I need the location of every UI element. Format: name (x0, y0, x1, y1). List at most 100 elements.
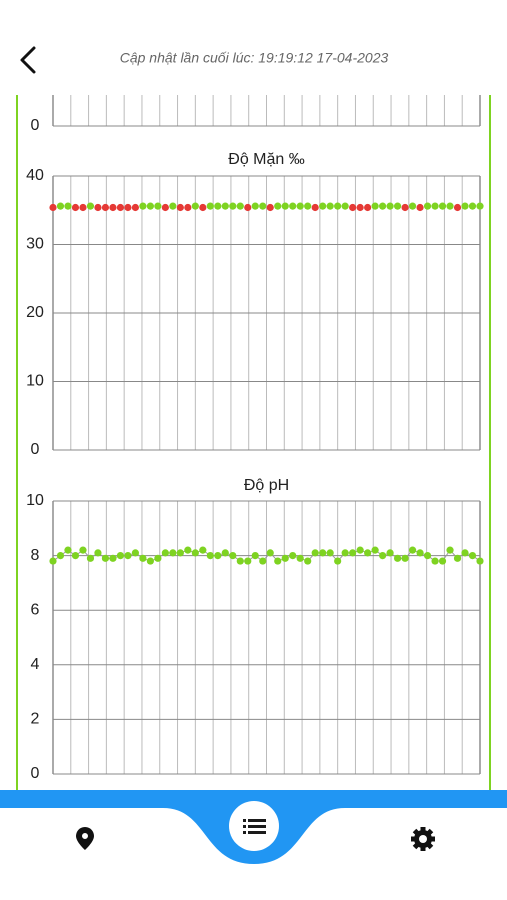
data-point (236, 202, 244, 210)
data-point (94, 549, 102, 557)
data-point (221, 549, 229, 557)
data-point (446, 202, 454, 210)
data-point (438, 202, 447, 210)
data-point (431, 557, 439, 565)
data-point (281, 554, 289, 562)
data-point (296, 554, 304, 562)
data-point (386, 202, 394, 210)
data-point (259, 202, 267, 210)
data-point (214, 202, 222, 210)
data-point (124, 552, 132, 560)
y-tick-label: 30 (26, 236, 44, 253)
data-point (341, 202, 349, 210)
data-point (161, 203, 169, 212)
data-point (191, 202, 199, 210)
data-point (446, 546, 454, 554)
data-point (281, 202, 289, 210)
data-point (184, 203, 192, 212)
data-point (356, 203, 364, 212)
data-point (393, 554, 402, 562)
data-point (296, 202, 304, 210)
settings-button[interactable] (411, 827, 435, 851)
y-tick-label: 8 (31, 547, 40, 564)
data-point (274, 557, 282, 565)
charts: 0 Độ Mặn ‰ 0 10 20 30 40 Độ pH 0 2 4 6 8 10 (26, 95, 484, 782)
data-point (311, 549, 319, 557)
data-point (56, 552, 65, 560)
data-point (244, 557, 252, 565)
data-point (199, 546, 207, 554)
chart-title: Độ Mặn ‰ (228, 151, 304, 168)
data-point (169, 549, 177, 557)
y-tick-label: 0 (31, 765, 40, 782)
data-point (416, 203, 424, 212)
data-point (124, 203, 132, 212)
y-tick-label: 2 (31, 711, 40, 728)
data-point (274, 202, 282, 210)
data-point (349, 549, 357, 557)
data-point (191, 549, 199, 557)
y-tick-label: 10 (26, 492, 44, 509)
data-point (364, 203, 372, 212)
data-point (244, 203, 252, 212)
data-point (101, 203, 110, 212)
data-point (423, 552, 432, 560)
data-point (461, 202, 469, 210)
data-point (131, 203, 140, 212)
y-tick-label: 20 (26, 304, 44, 321)
data-point (139, 202, 147, 210)
data-point (101, 554, 110, 562)
data-point (139, 554, 147, 562)
data-point (319, 202, 327, 210)
data-point (416, 549, 424, 557)
data-point (468, 552, 477, 560)
data-point (289, 202, 297, 210)
data-point (304, 202, 312, 210)
data-point (109, 203, 117, 212)
data-point (349, 203, 357, 212)
data-point (431, 202, 439, 210)
y-tick-label: 4 (31, 656, 40, 673)
data-point (326, 202, 334, 210)
y-tick-label: 0 (31, 117, 40, 134)
data-point (356, 546, 364, 554)
data-point (49, 557, 57, 565)
series-line (52, 549, 481, 562)
data-point (236, 557, 244, 565)
data-point (71, 203, 80, 212)
map-button[interactable] (76, 827, 94, 850)
data-point (259, 557, 267, 565)
data-point (289, 552, 297, 560)
data-point (154, 554, 162, 562)
back-button[interactable] (20, 46, 36, 74)
data-point (109, 554, 117, 562)
y-tick-label: 0 (31, 441, 40, 458)
data-point (71, 552, 80, 560)
data-point (393, 202, 402, 210)
data-point (326, 549, 334, 557)
data-point (468, 202, 477, 210)
data-point (386, 549, 394, 557)
data-point (116, 552, 125, 560)
data-point (364, 549, 372, 557)
data-point (206, 202, 214, 210)
data-point (266, 549, 274, 557)
data-point (461, 549, 469, 557)
data-point (401, 554, 409, 562)
chart-title: Độ pH (244, 477, 289, 494)
data-point (199, 203, 207, 212)
data-point (161, 549, 169, 557)
data-point (304, 557, 312, 565)
data-point (319, 549, 327, 557)
data-point (64, 546, 72, 554)
data-point (206, 552, 214, 560)
data-point (476, 557, 484, 565)
data-point (154, 202, 162, 210)
data-point (379, 202, 387, 210)
data-point (56, 202, 65, 210)
data-point (131, 549, 140, 557)
y-tick-label: 40 (26, 167, 44, 184)
data-point (79, 546, 87, 554)
